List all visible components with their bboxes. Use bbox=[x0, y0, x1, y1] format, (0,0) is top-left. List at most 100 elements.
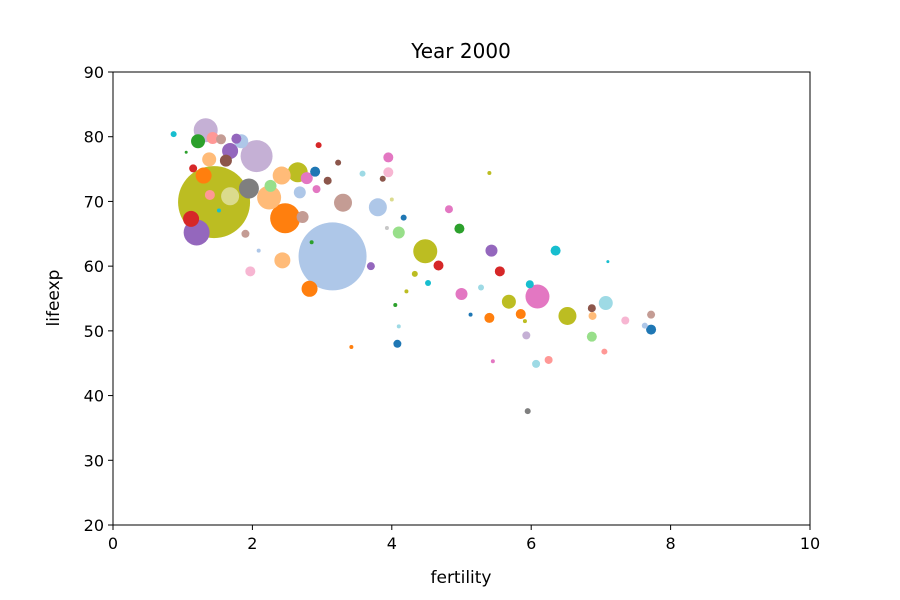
x-tick-label: 0 bbox=[108, 534, 118, 553]
data-point bbox=[379, 175, 386, 182]
x-tick-label: 2 bbox=[247, 534, 257, 553]
data-point bbox=[558, 306, 577, 325]
data-point bbox=[494, 266, 505, 277]
y-tick-label: 90 bbox=[84, 63, 104, 82]
data-point bbox=[183, 210, 200, 227]
y-axis: 20 30 40 50 60 70 80 90 bbox=[84, 63, 113, 535]
x-tick-label: 10 bbox=[800, 534, 820, 553]
data-point bbox=[532, 359, 541, 368]
data-point bbox=[478, 284, 485, 291]
data-point bbox=[487, 170, 492, 175]
data-point bbox=[216, 208, 221, 213]
data-point bbox=[598, 296, 613, 311]
data-point bbox=[411, 270, 418, 277]
data-point bbox=[204, 189, 215, 200]
y-tick-label: 60 bbox=[84, 257, 104, 276]
data-point bbox=[444, 205, 453, 214]
data-point bbox=[221, 187, 240, 206]
data-point bbox=[310, 166, 321, 177]
data-point bbox=[334, 193, 353, 212]
data-point bbox=[490, 359, 495, 364]
chart-title: Year 2000 bbox=[410, 39, 511, 63]
data-point bbox=[621, 316, 630, 325]
data-point bbox=[272, 166, 291, 185]
x-tick-label: 6 bbox=[526, 534, 536, 553]
data-point bbox=[274, 252, 291, 269]
data-point bbox=[241, 229, 250, 238]
x-axis-label: fertility bbox=[431, 568, 492, 588]
data-point bbox=[383, 152, 394, 163]
data-point bbox=[606, 260, 610, 264]
x-axis: 0 2 4 6 8 10 bbox=[108, 525, 820, 553]
y-tick-label: 40 bbox=[84, 387, 104, 406]
data-point bbox=[389, 197, 394, 202]
y-tick-label: 30 bbox=[84, 451, 104, 470]
data-point bbox=[219, 154, 232, 167]
data-point bbox=[238, 178, 259, 199]
y-axis-label: lifeexp bbox=[44, 270, 64, 327]
data-point bbox=[335, 159, 342, 166]
data-point bbox=[195, 167, 212, 184]
y-tick-label: 50 bbox=[84, 322, 104, 341]
y-tick-label: 80 bbox=[84, 128, 104, 147]
data-point bbox=[647, 310, 656, 319]
data-point bbox=[392, 226, 405, 239]
data-point bbox=[522, 319, 527, 324]
data-point bbox=[191, 134, 206, 149]
data-point bbox=[525, 284, 550, 309]
data-point bbox=[309, 240, 314, 245]
data-point bbox=[544, 355, 553, 364]
data-point bbox=[368, 198, 387, 217]
data-point bbox=[601, 348, 608, 355]
data-point bbox=[515, 309, 526, 320]
data-point bbox=[641, 322, 648, 329]
plot-frame bbox=[112, 71, 811, 526]
data-point bbox=[256, 248, 261, 253]
data-point bbox=[484, 312, 495, 323]
data-point bbox=[202, 152, 217, 167]
data-point bbox=[454, 223, 465, 234]
data-point bbox=[550, 245, 561, 256]
data-point bbox=[525, 280, 534, 289]
y-tick-label: 20 bbox=[84, 516, 104, 535]
data-point bbox=[359, 170, 366, 177]
data-point bbox=[501, 294, 516, 309]
y-tick-label: 70 bbox=[84, 192, 104, 211]
data-point bbox=[524, 408, 531, 415]
x-tick-label: 4 bbox=[387, 534, 397, 553]
data-point bbox=[231, 133, 242, 144]
data-point bbox=[293, 186, 306, 199]
data-point bbox=[349, 345, 354, 350]
data-point bbox=[245, 266, 256, 277]
data-point bbox=[393, 302, 398, 307]
data-point bbox=[323, 176, 332, 185]
data-point bbox=[396, 324, 401, 329]
data-point bbox=[206, 132, 219, 145]
data-point bbox=[312, 185, 321, 194]
data-point bbox=[586, 331, 597, 342]
data-point bbox=[404, 289, 409, 294]
data-point bbox=[170, 131, 177, 138]
data-point bbox=[366, 262, 375, 271]
data-point bbox=[588, 311, 597, 320]
data-point bbox=[300, 172, 313, 185]
data-point bbox=[216, 134, 227, 145]
data-point bbox=[646, 324, 657, 335]
data-point bbox=[270, 203, 301, 234]
data-point bbox=[425, 279, 432, 286]
data-point bbox=[485, 244, 498, 257]
data-point bbox=[455, 287, 468, 300]
data-point bbox=[413, 239, 438, 264]
data-point bbox=[400, 214, 407, 221]
data-point bbox=[393, 339, 402, 348]
points-layer bbox=[170, 118, 657, 415]
data-point bbox=[184, 150, 188, 154]
data-point bbox=[296, 210, 309, 223]
data-point bbox=[315, 142, 322, 149]
data-point bbox=[298, 222, 367, 291]
data-point bbox=[383, 167, 394, 178]
data-point bbox=[587, 304, 596, 313]
data-point bbox=[240, 140, 273, 173]
data-point bbox=[189, 164, 198, 173]
